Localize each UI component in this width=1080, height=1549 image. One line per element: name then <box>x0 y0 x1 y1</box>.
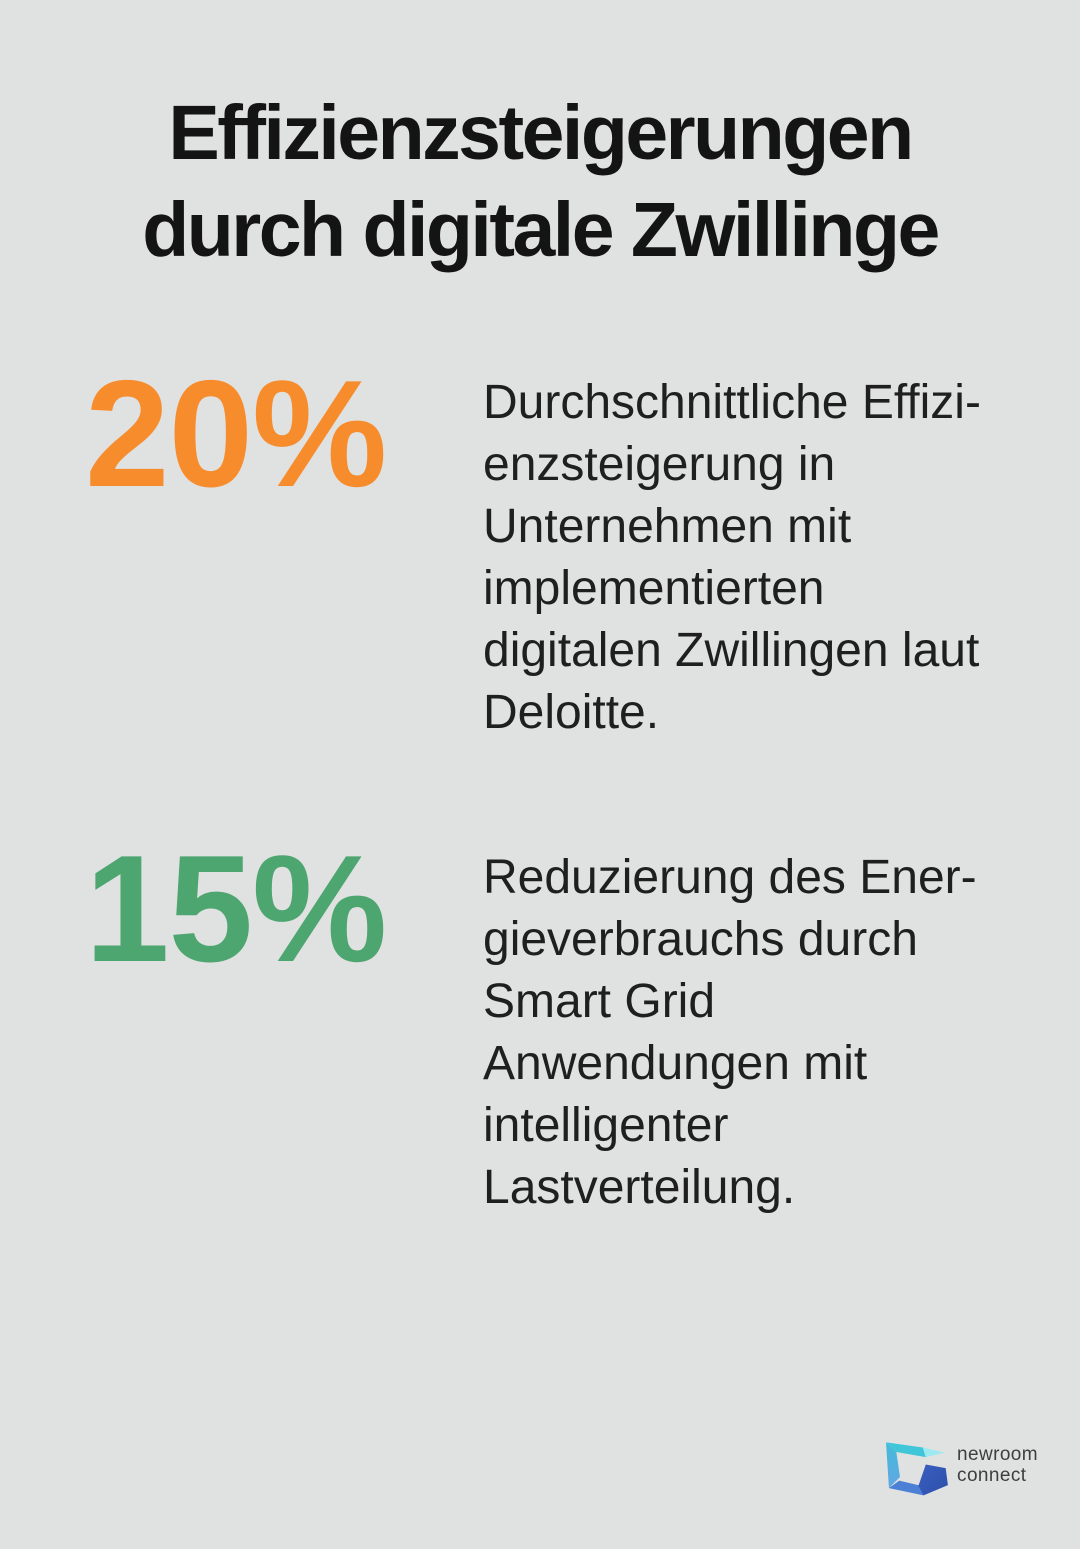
newroom-connect-logo: newroom connect <box>877 1435 1038 1505</box>
stat-row-efficiency: 20% Durchschnittliche Effizi- enzsteiger… <box>85 358 1025 744</box>
stat-value-20-percent: 20% <box>85 349 387 519</box>
stat-value-15-percent: 15% <box>85 824 387 994</box>
stat-description-energy: Reduzierung des Ener- gieverbrauchs durc… <box>483 851 977 1214</box>
infographic: { "page": { "background_color": "#E0E1E1… <box>0 85 1080 1549</box>
stat-description-efficiency: Durchschnittliche Effizi- enzsteigerung … <box>483 376 981 739</box>
newroom-connect-logo-icon <box>886 1442 948 1496</box>
page-title: Effizienzsteigerungen durch digitale Zwi… <box>142 90 940 273</box>
logo-text: newroom connect <box>957 1444 1038 1486</box>
logo-text-connect: connect <box>957 1465 1027 1486</box>
stat-row-energy: 15% Reduzierung des Ener- gieverbrauchs … <box>85 833 1025 1219</box>
logo-text-newroom: newroom <box>957 1444 1038 1465</box>
stats-list: 20% Durchschnittliche Effizi- enzsteiger… <box>0 358 1080 1219</box>
